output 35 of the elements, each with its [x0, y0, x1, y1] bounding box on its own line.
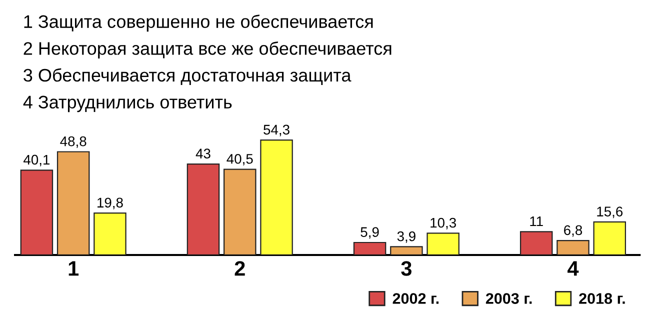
x-tick-label: 2: [234, 261, 245, 276]
bar: [390, 246, 423, 255]
text: 3 Обеспечивается достаточная защита: [24, 68, 352, 86]
data-label: 40,5: [226, 154, 253, 166]
data-label: 10,3: [430, 218, 456, 230]
text: 4 Затруднились ответить: [23, 96, 232, 112]
x-tick-label: 1: [68, 261, 79, 276]
text: 1 Защита совершенно не обеспечивается: [24, 14, 373, 32]
data-label: 11: [530, 216, 543, 226]
data-label: 19,8: [98, 198, 123, 210]
data-label: 40,1: [24, 154, 50, 166]
data-label: 54,3: [264, 124, 290, 136]
text: 2 Некоторая защита все же обеспечивается: [24, 41, 392, 58]
bar: [186, 163, 220, 255]
data-label: 43: [196, 148, 210, 158]
bar: [556, 240, 590, 255]
bar: [56, 151, 90, 255]
legend-label: 2018 г.: [579, 293, 625, 304]
data-label: 15,6: [597, 206, 623, 218]
bar: [426, 232, 460, 255]
x-tick-label: 3: [401, 261, 412, 276]
bar: [353, 242, 386, 255]
bar: [520, 231, 553, 255]
data-label: 3,9: [397, 231, 416, 243]
bar: [224, 168, 256, 255]
bar: [260, 140, 293, 255]
data-label: 6,8: [564, 225, 582, 237]
data-label: 48,8: [60, 136, 86, 148]
x-tick-label: 4: [568, 261, 579, 276]
bar: [20, 170, 54, 255]
bar: [593, 221, 626, 255]
data-label: 5,9: [360, 227, 379, 239]
legend-label: 2002 г.: [392, 293, 439, 304]
bar: [94, 212, 126, 255]
legend-label: 2003 г.: [486, 293, 532, 304]
